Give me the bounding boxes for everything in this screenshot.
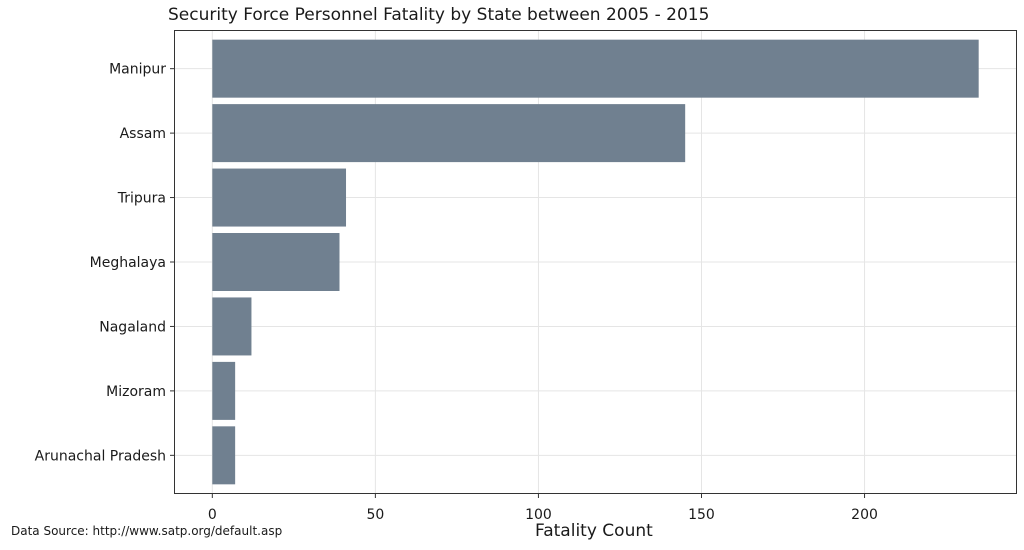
x-axis: 0 50 100 150 200 xyxy=(208,494,878,523)
y-tick-label: Manipur xyxy=(109,62,166,78)
x-axis-title: Fatality Count xyxy=(535,521,653,541)
y-tick-label: Arunachal Pradesh xyxy=(35,448,166,464)
chart-title: Security Force Personnel Fatality by Sta… xyxy=(168,5,710,25)
bars xyxy=(212,39,979,485)
bar xyxy=(212,297,252,356)
panel-border xyxy=(174,30,1017,494)
x-tick-label: 0 xyxy=(208,507,217,523)
bar xyxy=(212,39,979,98)
x-tick-label: 200 xyxy=(851,507,878,523)
y-tick-label: Tripura xyxy=(117,191,166,207)
bar xyxy=(212,168,347,227)
x-tick-label: 150 xyxy=(688,507,715,523)
y-tick-label: Nagaland xyxy=(99,319,166,335)
x-tick-label: 100 xyxy=(525,507,552,523)
bar xyxy=(212,104,686,163)
bar xyxy=(212,233,340,291)
data-source-caption: Data Source: http://www.satp.org/default… xyxy=(11,524,283,538)
bar xyxy=(212,361,236,420)
y-tick-label: Meghalaya xyxy=(90,255,166,271)
y-tick-label: Assam xyxy=(120,126,166,142)
bar xyxy=(212,426,236,485)
y-axis: Manipur Assam Tripura Meghalaya Nagaland Mizo… xyxy=(35,62,174,464)
y-tick-label: Mizoram xyxy=(106,384,166,400)
x-tick-label: 50 xyxy=(366,507,384,523)
